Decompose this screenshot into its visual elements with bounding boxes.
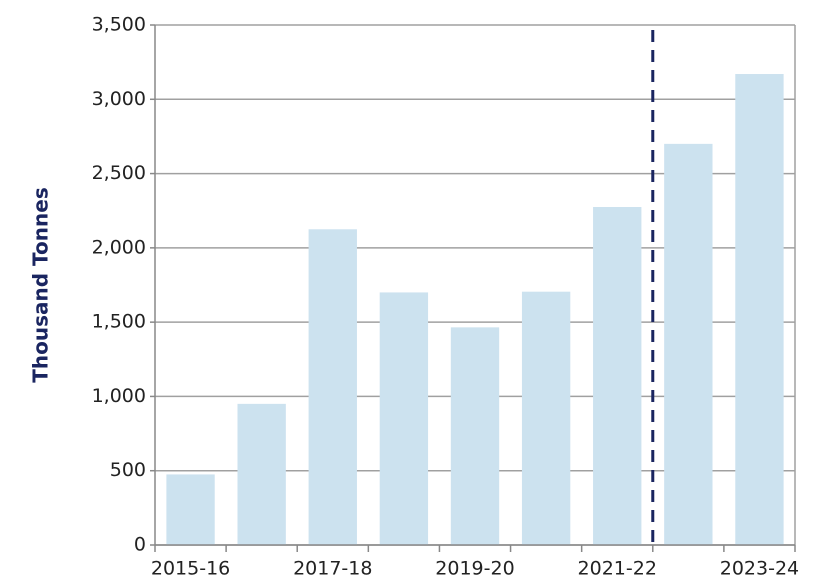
bar [237,403,286,545]
x-tick-label: 2015-16 [151,558,230,580]
bar [521,291,571,545]
y-tick-label: 2,500 [92,162,146,184]
y-tick-label: 3,500 [92,14,146,36]
bar [166,474,215,545]
y-tick-label: 500 [110,459,146,481]
y-tick-label: 1,000 [92,385,146,407]
y-tick-label: 0 [134,534,146,556]
x-tick-label: 2017-18 [293,558,372,580]
bar [664,143,713,545]
y-tick-label: 1,500 [92,311,146,333]
y-axis-label: Thousand Tonnes [29,187,53,382]
x-tick-label: 2021-22 [578,558,657,580]
x-tick-label: 2019-20 [435,558,514,580]
y-tick-label: 2,000 [92,236,146,258]
bar [735,74,784,546]
bar [308,229,357,546]
y-tick-label: 3,000 [92,88,146,110]
x-tick-label: 2023-24 [720,558,799,580]
bar [593,207,642,545]
bar [450,327,500,545]
bar [379,292,429,545]
